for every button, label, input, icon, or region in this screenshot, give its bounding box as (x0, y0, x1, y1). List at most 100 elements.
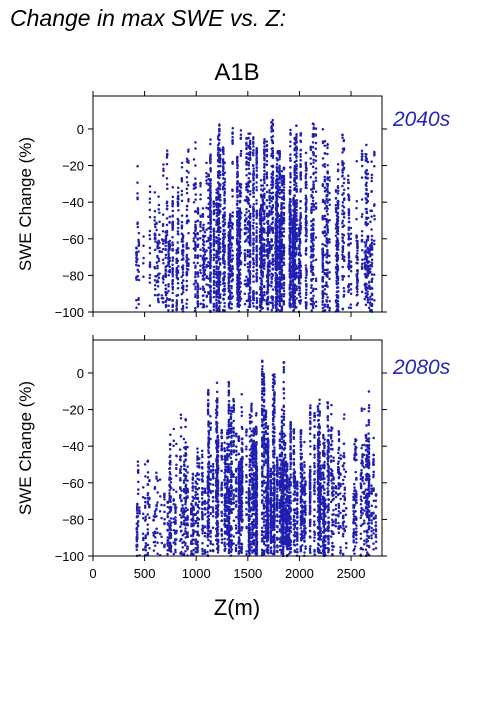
panel-2040s-point (223, 262, 226, 266)
panel-2040s-point (212, 201, 215, 205)
panel-2040s-point (193, 309, 197, 312)
panel-2040s-point (289, 153, 292, 156)
panel-2040s-point (356, 258, 359, 261)
panel-2040s-point (268, 245, 271, 248)
panel-2040s-point (199, 248, 202, 251)
panel-2040s-point (274, 179, 278, 182)
panel-2040s-point (209, 197, 212, 201)
panel-2040s-point (194, 264, 197, 267)
panel-2040s-point (202, 262, 206, 266)
panel-2040s-point (310, 193, 313, 197)
panel-2040s-point (237, 262, 240, 266)
panel-2040s-point (342, 293, 346, 297)
panel-2040s-point (312, 180, 315, 183)
panel-2040s-point (312, 244, 315, 247)
panel-2040s-point (275, 292, 278, 295)
panel-2040s-point (148, 265, 152, 269)
figure-title: Change in max SWE vs. Z: (10, 5, 286, 31)
panel-2040s-point (263, 145, 266, 148)
panel-2040s-point (239, 251, 243, 255)
panel-2040s-point (288, 244, 292, 248)
panel-2040s-point (271, 146, 274, 150)
panel-2040s-point (161, 223, 165, 226)
panel-2040s-point (165, 177, 169, 180)
panel-2040s-point (310, 278, 313, 281)
panel-2040s-point (227, 267, 231, 270)
panel-2040s-point (245, 285, 248, 288)
panel-2040s-point (171, 309, 174, 312)
panel-2040s-point (209, 261, 212, 264)
panel-2040s-point (222, 278, 226, 281)
panel-2040s-point (271, 221, 275, 224)
panel-2040s-point (227, 246, 231, 250)
panel-2040s-point (278, 186, 282, 189)
panel-2040s-point (196, 261, 199, 265)
panel-2040s-point (289, 275, 292, 278)
panel-2040s-point (185, 255, 188, 259)
panel-2040s-point (171, 200, 175, 204)
panel-2040s-point (293, 138, 297, 141)
panel-2040s-point (199, 193, 202, 197)
panel-2040s-point (177, 198, 180, 201)
panel-2040s-point (252, 250, 255, 253)
panel-2040s-point (252, 261, 255, 264)
panel-2040s-point (223, 178, 227, 181)
panel-2040s-point (282, 254, 285, 257)
panel-2040s-point (298, 240, 302, 244)
panel-2040s-point (309, 175, 313, 179)
panel-2040s-point (245, 275, 248, 278)
panel-2040s-point (265, 163, 269, 166)
panel-2040s-point (323, 217, 327, 220)
panel-2040s-point (289, 291, 292, 294)
panel-2040s-point (259, 179, 263, 182)
panel-2040s-point (321, 303, 324, 306)
panel-2040s-point (217, 209, 221, 213)
panel-2040s-point (236, 155, 239, 159)
panel-2040s-point (246, 184, 250, 187)
panel-2040s-point (252, 239, 255, 242)
panel-2040s-point (231, 138, 234, 142)
panel-2040s-point (161, 276, 165, 280)
panel-2040s-point (370, 173, 374, 177)
panel-2040s-point (165, 154, 169, 157)
panel-2040s-point (202, 226, 205, 230)
panel-2040s-point (347, 197, 351, 201)
panel-2040s-point (175, 267, 179, 271)
panel-2040s-point (171, 272, 174, 276)
panel-2040s-point (312, 123, 315, 126)
panel-2040s-point (171, 285, 174, 289)
panel-2040s-point (217, 218, 220, 221)
panel-2040s-point (201, 274, 205, 278)
panel-2040s-point (255, 268, 259, 272)
panel-2040s-point (164, 256, 167, 259)
panel-2040s-ytick-label: −80 (62, 268, 84, 283)
panel-2040s-point (370, 176, 374, 180)
panel-2040s-point (194, 198, 197, 201)
panel-2040s-point (237, 269, 240, 272)
panel-2040s-point (187, 262, 190, 265)
panel-2040s-point (177, 264, 180, 268)
panel-2040s-point (252, 280, 255, 284)
panel-2040s-point (185, 298, 189, 302)
panel-2040s-point (196, 302, 200, 306)
panel-2040s-point (176, 287, 180, 290)
panel-2040s-point (185, 288, 188, 292)
panel-2040s-point (194, 306, 197, 310)
panel-2040s-point (326, 193, 329, 197)
panel-2040s-point (238, 224, 242, 227)
panel-2040s-point (280, 202, 283, 205)
panel-2040s-point (268, 227, 271, 231)
panel-2040s-point (217, 198, 221, 201)
panel-2040s-point (268, 230, 271, 233)
panel-2040s-point (271, 122, 275, 125)
panel-2040s-point (304, 177, 308, 180)
panel-2040s-point (194, 220, 197, 224)
panel-2040s-point (245, 211, 248, 214)
panel-2040s-point (326, 152, 329, 156)
panel-2040s-point (202, 299, 205, 302)
panel-2040s-point (262, 210, 266, 214)
panel-2040s-point (275, 223, 278, 227)
panel-2040s-point (295, 251, 298, 254)
panel-2040s-point (231, 215, 234, 218)
panel-2040s-point (356, 279, 360, 282)
